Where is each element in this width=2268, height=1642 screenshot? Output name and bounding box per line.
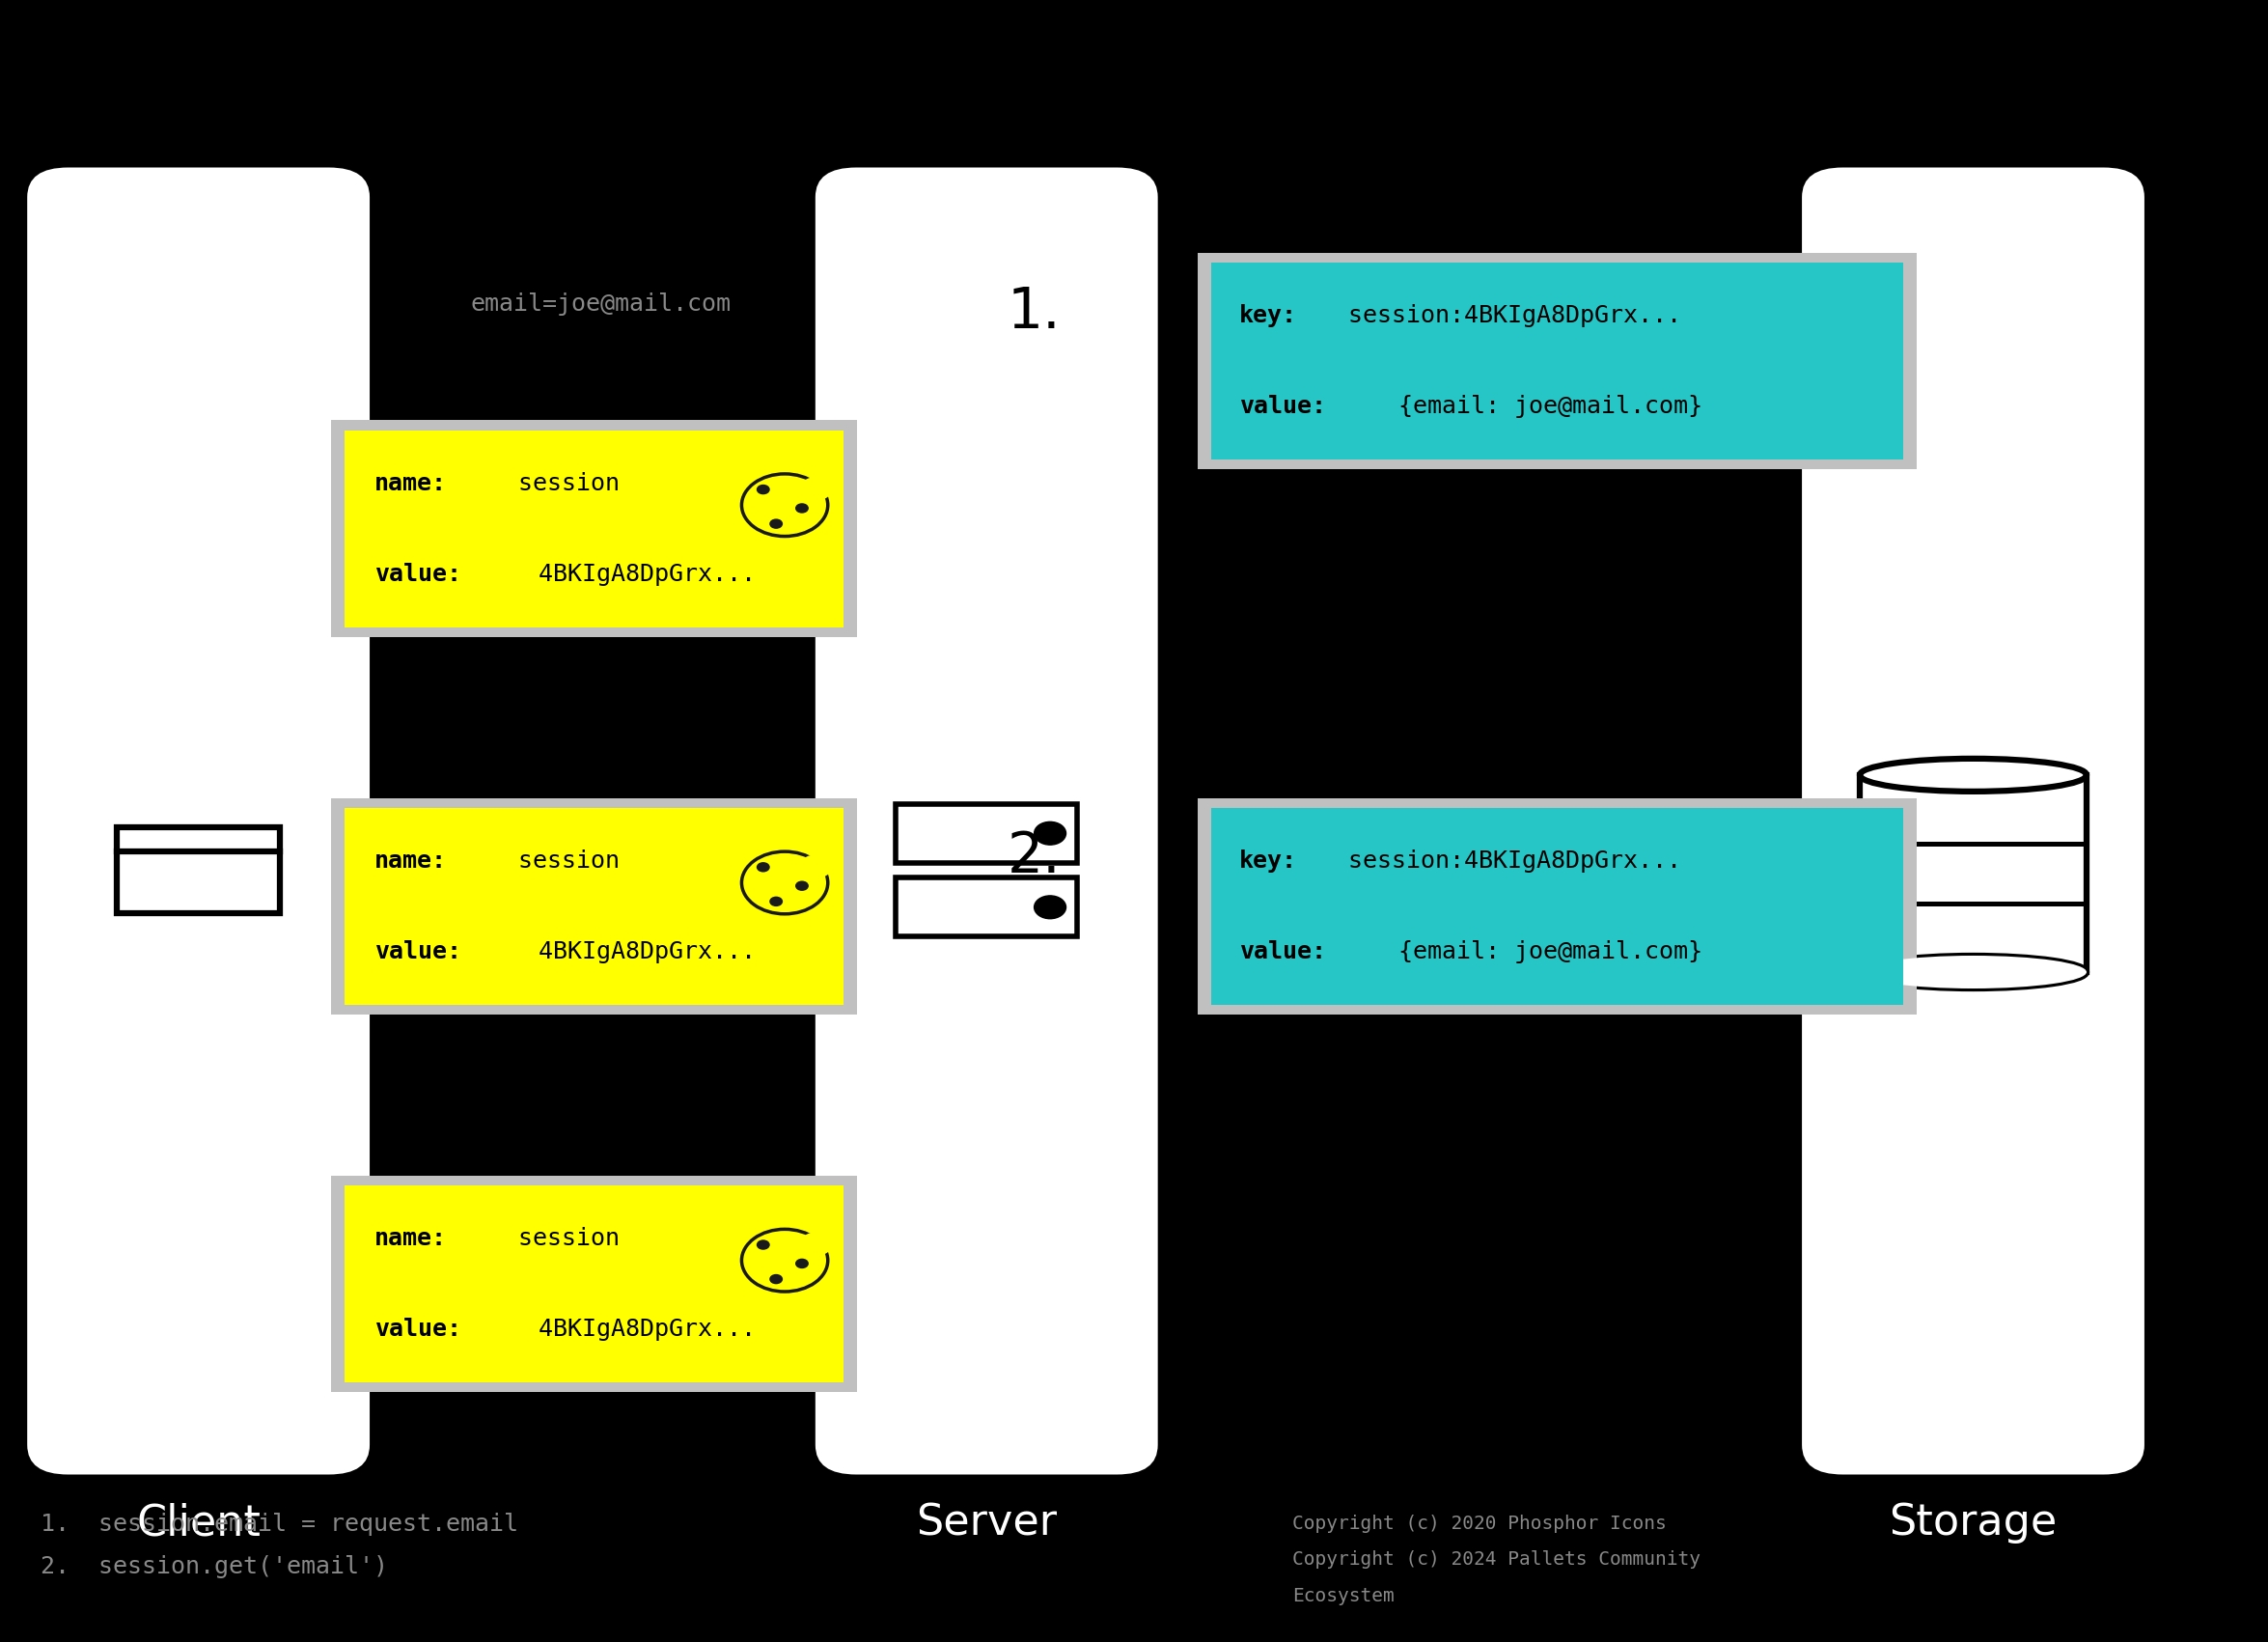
FancyBboxPatch shape — [1198, 253, 1916, 470]
Text: 4BKIgA8DpGrx...: 4BKIgA8DpGrx... — [524, 941, 755, 964]
FancyBboxPatch shape — [1801, 167, 2146, 1475]
Text: session:4BKIgA8DpGrx...: session:4BKIgA8DpGrx... — [1334, 849, 1681, 872]
Text: Copyright (c) 2024 Pallets Community: Copyright (c) 2024 Pallets Community — [1293, 1550, 1701, 1570]
Text: 1.  session.email = request.email: 1. session.email = request.email — [41, 1512, 519, 1535]
FancyBboxPatch shape — [345, 808, 844, 1005]
FancyBboxPatch shape — [1211, 808, 1903, 1005]
Text: 4BKIgA8DpGrx...: 4BKIgA8DpGrx... — [524, 1319, 755, 1342]
FancyBboxPatch shape — [816, 167, 1157, 1475]
Text: {email: joe@mail.com}: {email: joe@mail.com} — [1383, 941, 1703, 964]
Circle shape — [771, 519, 782, 529]
Text: Copyright (c) 2020 Phosphor Icons: Copyright (c) 2020 Phosphor Icons — [1293, 1514, 1667, 1534]
Text: value:: value: — [374, 1319, 460, 1342]
Text: 2.: 2. — [1007, 829, 1061, 885]
Circle shape — [798, 854, 832, 878]
Text: name:: name: — [374, 849, 447, 872]
Text: value:: value: — [374, 563, 460, 586]
FancyBboxPatch shape — [896, 877, 1077, 936]
Circle shape — [796, 504, 807, 512]
Text: session:4BKIgA8DpGrx...: session:4BKIgA8DpGrx... — [1334, 304, 1681, 327]
Circle shape — [796, 882, 807, 890]
Circle shape — [1034, 897, 1066, 920]
Text: session: session — [503, 849, 619, 872]
Text: email=joe@mail.com: email=joe@mail.com — [472, 292, 730, 315]
Text: 2.  session.get('email'): 2. session.get('email') — [41, 1555, 388, 1578]
Circle shape — [1034, 823, 1066, 846]
Text: Server: Server — [916, 1502, 1057, 1543]
Circle shape — [742, 852, 828, 915]
Ellipse shape — [1860, 759, 2087, 791]
FancyBboxPatch shape — [896, 805, 1077, 864]
FancyBboxPatch shape — [345, 1186, 844, 1383]
FancyBboxPatch shape — [27, 167, 370, 1475]
Circle shape — [742, 1230, 828, 1292]
Text: value:: value: — [1238, 396, 1325, 419]
FancyBboxPatch shape — [1211, 263, 1903, 460]
Text: key:: key: — [1238, 304, 1297, 327]
Circle shape — [798, 1232, 832, 1256]
Circle shape — [742, 475, 828, 537]
Text: value:: value: — [1238, 941, 1325, 964]
FancyBboxPatch shape — [331, 798, 857, 1015]
Text: session: session — [503, 471, 619, 494]
Text: 1.: 1. — [1007, 284, 1061, 340]
Text: session: session — [503, 1227, 619, 1250]
Circle shape — [771, 897, 782, 906]
FancyBboxPatch shape — [331, 420, 857, 637]
Text: Ecosystem: Ecosystem — [1293, 1586, 1395, 1606]
FancyBboxPatch shape — [331, 1176, 857, 1392]
Circle shape — [758, 862, 769, 872]
Text: 4BKIgA8DpGrx...: 4BKIgA8DpGrx... — [524, 563, 755, 586]
Text: Storage: Storage — [1889, 1502, 2057, 1543]
Text: name:: name: — [374, 471, 447, 494]
FancyBboxPatch shape — [1198, 798, 1916, 1015]
Text: name:: name: — [374, 1227, 447, 1250]
Circle shape — [758, 1240, 769, 1250]
Text: {email: joe@mail.com}: {email: joe@mail.com} — [1383, 396, 1703, 419]
Text: key:: key: — [1238, 849, 1297, 872]
Circle shape — [796, 1259, 807, 1268]
Circle shape — [798, 476, 832, 501]
FancyBboxPatch shape — [118, 828, 281, 913]
Text: Client: Client — [136, 1502, 261, 1543]
FancyBboxPatch shape — [345, 430, 844, 627]
Circle shape — [771, 1274, 782, 1284]
Ellipse shape — [1860, 956, 2087, 988]
Ellipse shape — [1860, 956, 2087, 988]
Circle shape — [758, 484, 769, 494]
Text: value:: value: — [374, 941, 460, 964]
FancyBboxPatch shape — [1860, 775, 2087, 972]
